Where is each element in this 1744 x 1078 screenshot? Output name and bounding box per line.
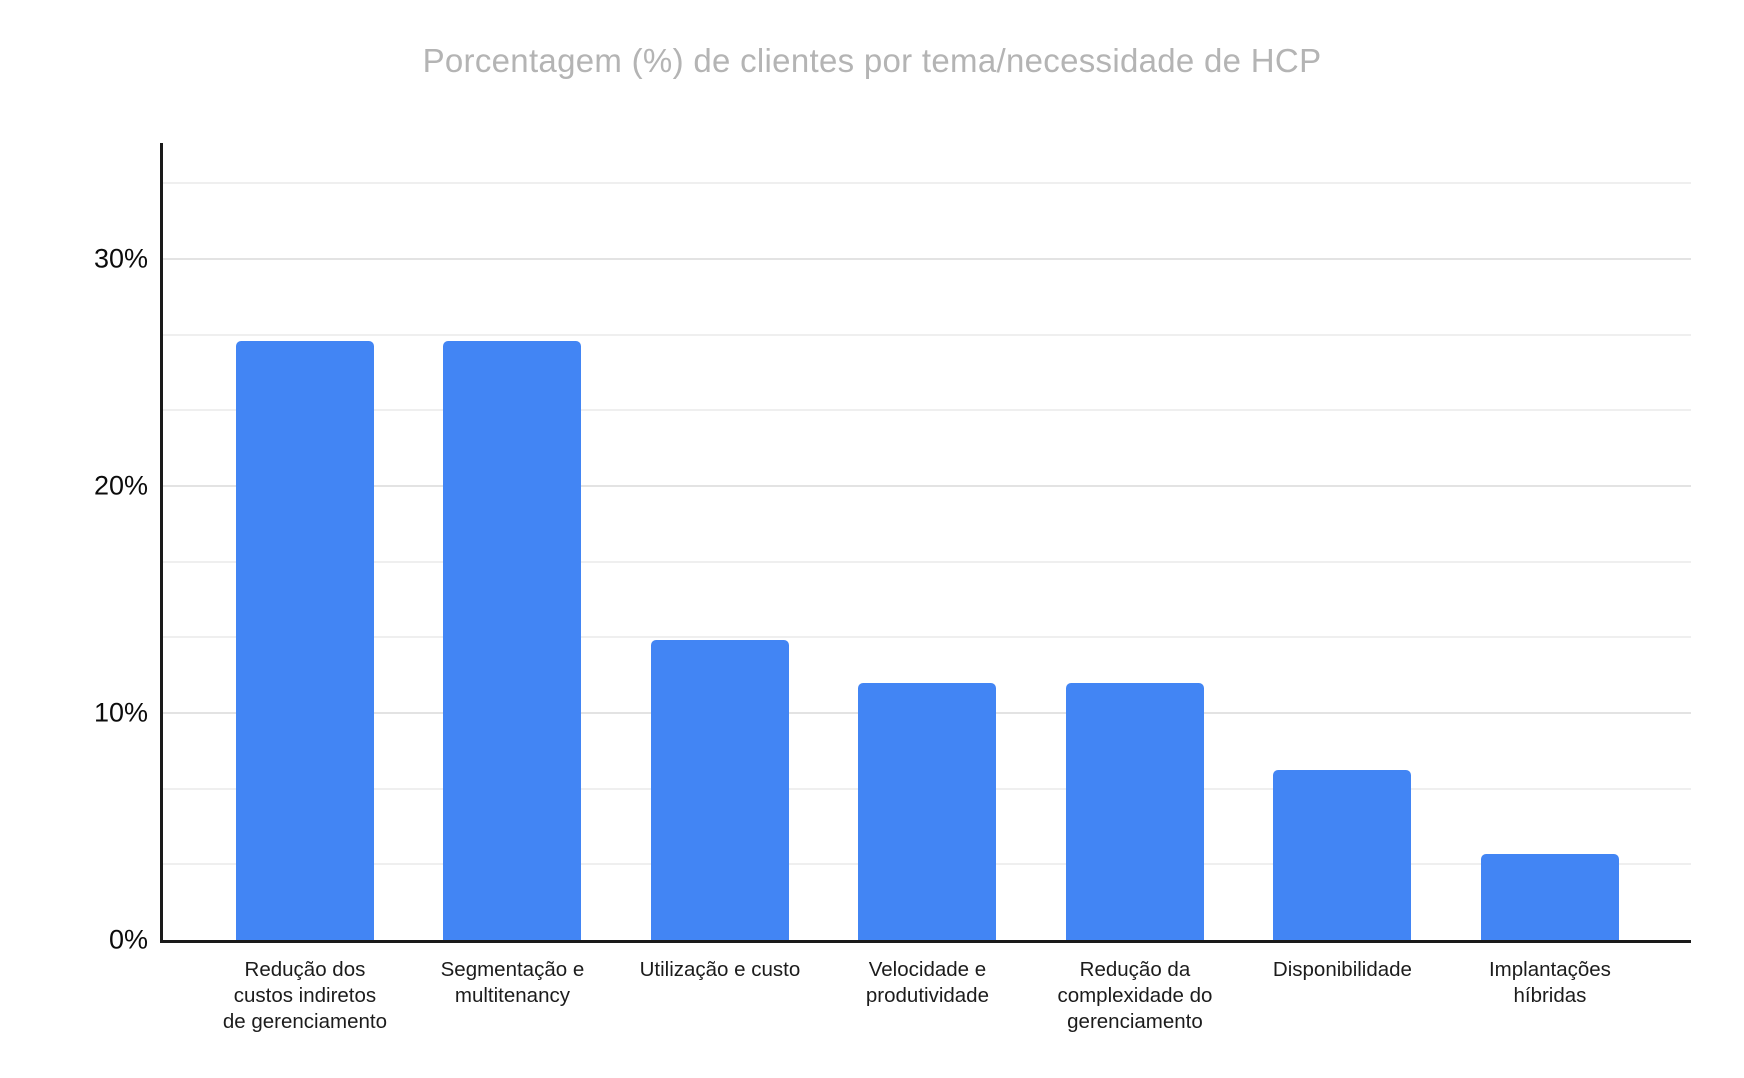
gridline [163,484,1691,487]
gridline [163,409,1691,412]
bar[interactable] [235,340,374,940]
x-category-label: Redução dos custos indiretos de gerencia… [222,958,387,1033]
x-category-label: Segmentação e multitenancy [440,958,585,1007]
x-category-label: Redução da complexidade do gerenciamento [1057,958,1213,1033]
x-category-label: Utilização e custo [639,958,801,981]
chart-title: Porcentagem (%) de clientes por tema/nec… [422,42,1322,79]
y-axis-line [160,143,163,943]
bar[interactable] [443,340,582,940]
bar[interactable] [1480,853,1619,940]
gridline [163,182,1691,185]
gridline [163,560,1691,563]
y-axis-tick-label: 10% [93,697,148,728]
gridline [163,257,1691,260]
x-axis-line [160,940,1691,943]
bar[interactable] [1065,683,1204,940]
x-category-label: Velocidade e produtividade [865,958,989,1007]
x-category-label: Implantações híbridas [1488,958,1611,1007]
x-category-label: Disponibilidade [1272,958,1412,981]
gridline [163,333,1691,336]
gridline [163,636,1691,639]
y-axis-tick-label: 30% [93,243,148,274]
bar[interactable] [858,683,997,940]
bar[interactable] [650,640,789,940]
plot-area: 0% 10% 20% 30% Redução dos custos indiretos… [94,143,1691,1033]
bar[interactable] [1273,769,1412,940]
y-axis-tick-label: 0% [108,924,148,955]
y-axis-tick-label: 20% [93,470,148,501]
